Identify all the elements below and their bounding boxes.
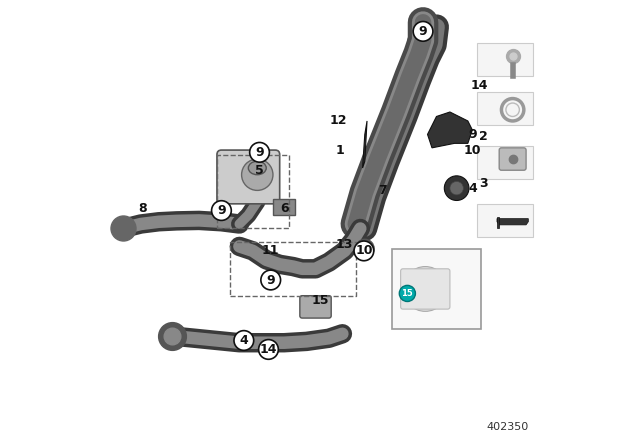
Polygon shape (362, 121, 367, 168)
Ellipse shape (444, 176, 469, 201)
Circle shape (261, 270, 280, 290)
FancyBboxPatch shape (217, 150, 280, 204)
Bar (477, 204, 532, 237)
Text: 5: 5 (255, 164, 264, 177)
Text: 14: 14 (260, 343, 277, 356)
Text: 9: 9 (255, 146, 264, 159)
Text: 4: 4 (468, 181, 477, 195)
Text: 402350: 402350 (486, 422, 529, 432)
Bar (230, 242, 356, 296)
Text: 9: 9 (266, 273, 275, 287)
Circle shape (250, 142, 269, 162)
Circle shape (212, 201, 231, 220)
Text: 13: 13 (336, 237, 353, 251)
Bar (477, 92, 532, 125)
Text: 9: 9 (419, 25, 428, 38)
Text: 14: 14 (471, 78, 488, 92)
Bar (477, 146, 532, 179)
Ellipse shape (248, 161, 266, 175)
Circle shape (413, 22, 433, 41)
Ellipse shape (403, 267, 448, 311)
Circle shape (234, 331, 253, 350)
FancyBboxPatch shape (273, 199, 296, 215)
FancyBboxPatch shape (499, 148, 526, 170)
Circle shape (259, 340, 278, 359)
Ellipse shape (356, 240, 374, 258)
Polygon shape (497, 217, 499, 228)
Text: 10: 10 (463, 143, 481, 157)
Circle shape (354, 241, 374, 261)
Text: 10: 10 (355, 244, 372, 258)
Bar (477, 43, 532, 76)
Circle shape (399, 285, 415, 302)
Text: 3: 3 (479, 177, 488, 190)
Text: 6: 6 (280, 202, 289, 215)
FancyBboxPatch shape (392, 249, 481, 329)
Text: 4: 4 (239, 334, 248, 347)
Text: 15: 15 (311, 293, 329, 307)
Text: 9: 9 (468, 128, 477, 141)
Text: 1: 1 (336, 143, 344, 157)
Text: 12: 12 (329, 114, 347, 128)
Text: 7: 7 (378, 184, 387, 197)
Bar (217, 155, 289, 228)
Polygon shape (497, 219, 529, 225)
FancyBboxPatch shape (401, 269, 450, 309)
Text: 2: 2 (479, 130, 488, 143)
Polygon shape (428, 112, 472, 148)
Text: 15: 15 (401, 289, 413, 298)
Text: 11: 11 (262, 244, 280, 258)
Text: 8: 8 (139, 202, 147, 215)
Text: 9: 9 (217, 204, 226, 217)
Ellipse shape (450, 181, 463, 195)
FancyBboxPatch shape (300, 296, 332, 318)
Ellipse shape (242, 159, 273, 190)
